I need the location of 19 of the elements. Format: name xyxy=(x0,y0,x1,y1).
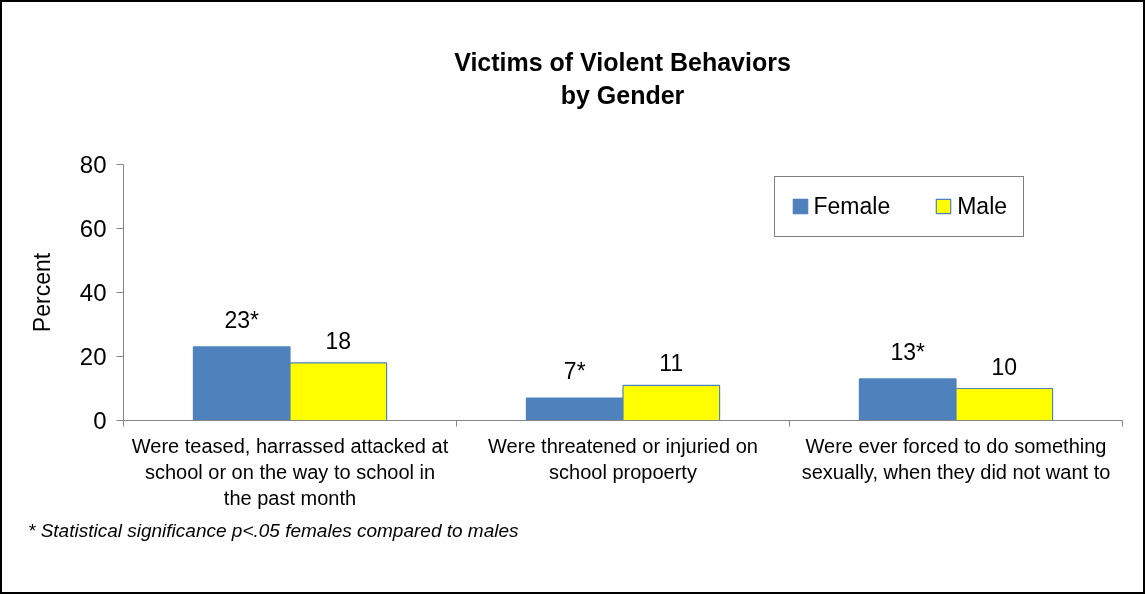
y-tick-label: 60 xyxy=(79,215,107,242)
data-label: 7* xyxy=(563,358,586,385)
data-label: 23* xyxy=(224,306,260,333)
data-label: 18 xyxy=(325,327,352,354)
data-label: 13* xyxy=(890,338,926,365)
y-axis-title: Percent xyxy=(28,252,55,333)
y-tick-label: 80 xyxy=(79,151,107,178)
x-tick-label: Were ever forced to do something sexually, when they did not want to xyxy=(801,434,1111,483)
y-tick-label: 20 xyxy=(79,343,107,370)
x-tick-label: Were threatened or injuried on school propoerty xyxy=(488,434,758,483)
annotation: * Statistical significance p<.05 females compared to males xyxy=(28,519,519,543)
legend-label: Female xyxy=(813,192,891,220)
y-tick-label: 40 xyxy=(79,279,107,306)
data-label: 10 xyxy=(991,353,1018,380)
chart-title: Victims of Violent Behaviors by Gender xyxy=(454,47,791,111)
x-tick-label: Were teased, harrassed attacked at school or on the way to school in the past month xyxy=(131,434,449,510)
y-tick-label: 0 xyxy=(93,407,107,434)
legend-label: Male xyxy=(957,192,1008,220)
data-label: 11 xyxy=(659,350,684,377)
